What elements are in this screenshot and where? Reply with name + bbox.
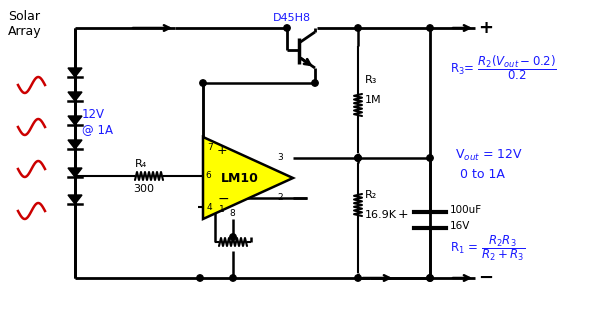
- Text: 300: 300: [133, 184, 155, 194]
- Text: 6: 6: [205, 172, 211, 180]
- Text: −: −: [218, 192, 230, 206]
- Circle shape: [355, 275, 361, 281]
- Polygon shape: [203, 137, 293, 219]
- Text: R₂: R₂: [365, 190, 377, 200]
- Text: 4: 4: [207, 203, 212, 211]
- Text: Solar
Array: Solar Array: [8, 10, 41, 38]
- Text: V$_{out}$ = 12V: V$_{out}$ = 12V: [455, 148, 523, 162]
- Text: −: −: [478, 269, 493, 287]
- Circle shape: [427, 275, 433, 281]
- Polygon shape: [68, 68, 82, 77]
- Polygon shape: [68, 195, 82, 204]
- Text: 1: 1: [219, 204, 225, 214]
- Text: 16.9K: 16.9K: [365, 210, 397, 220]
- Circle shape: [284, 25, 290, 31]
- Text: R$_1$ = $\dfrac{R_2 R_3}{R_2+R_3}$: R$_1$ = $\dfrac{R_2 R_3}{R_2+R_3}$: [450, 233, 525, 263]
- Text: 12V
@ 1A: 12V @ 1A: [82, 108, 113, 136]
- Text: D45H8: D45H8: [273, 13, 311, 23]
- Text: 1M: 1M: [365, 95, 382, 105]
- Text: +: +: [397, 208, 408, 221]
- Text: 16V: 16V: [450, 221, 470, 231]
- Text: 100uF: 100uF: [450, 205, 482, 215]
- Text: R₃: R₃: [365, 75, 377, 85]
- Circle shape: [355, 155, 361, 161]
- Circle shape: [312, 80, 318, 86]
- Polygon shape: [68, 168, 82, 177]
- Circle shape: [200, 80, 206, 86]
- Circle shape: [355, 25, 361, 31]
- Text: 3: 3: [277, 154, 283, 162]
- Text: +: +: [478, 19, 493, 37]
- Text: R₄: R₄: [135, 159, 147, 169]
- Circle shape: [355, 155, 361, 161]
- Circle shape: [230, 275, 236, 281]
- Text: R$_3$= $\dfrac{R_2(V_{out}-0.2)}{0.2}$: R$_3$= $\dfrac{R_2(V_{out}-0.2)}{0.2}$: [450, 54, 557, 82]
- Polygon shape: [68, 116, 82, 125]
- Text: 8: 8: [229, 210, 235, 218]
- Text: 2: 2: [277, 193, 283, 203]
- Polygon shape: [68, 140, 82, 149]
- Text: +: +: [217, 143, 227, 156]
- Text: LM10: LM10: [221, 172, 259, 185]
- Text: 7: 7: [207, 143, 213, 151]
- Circle shape: [427, 25, 433, 31]
- Polygon shape: [68, 92, 82, 101]
- Circle shape: [230, 234, 236, 240]
- Text: 0 to 1A: 0 to 1A: [460, 168, 505, 181]
- Circle shape: [197, 275, 203, 281]
- Circle shape: [427, 155, 433, 161]
- Circle shape: [427, 275, 433, 281]
